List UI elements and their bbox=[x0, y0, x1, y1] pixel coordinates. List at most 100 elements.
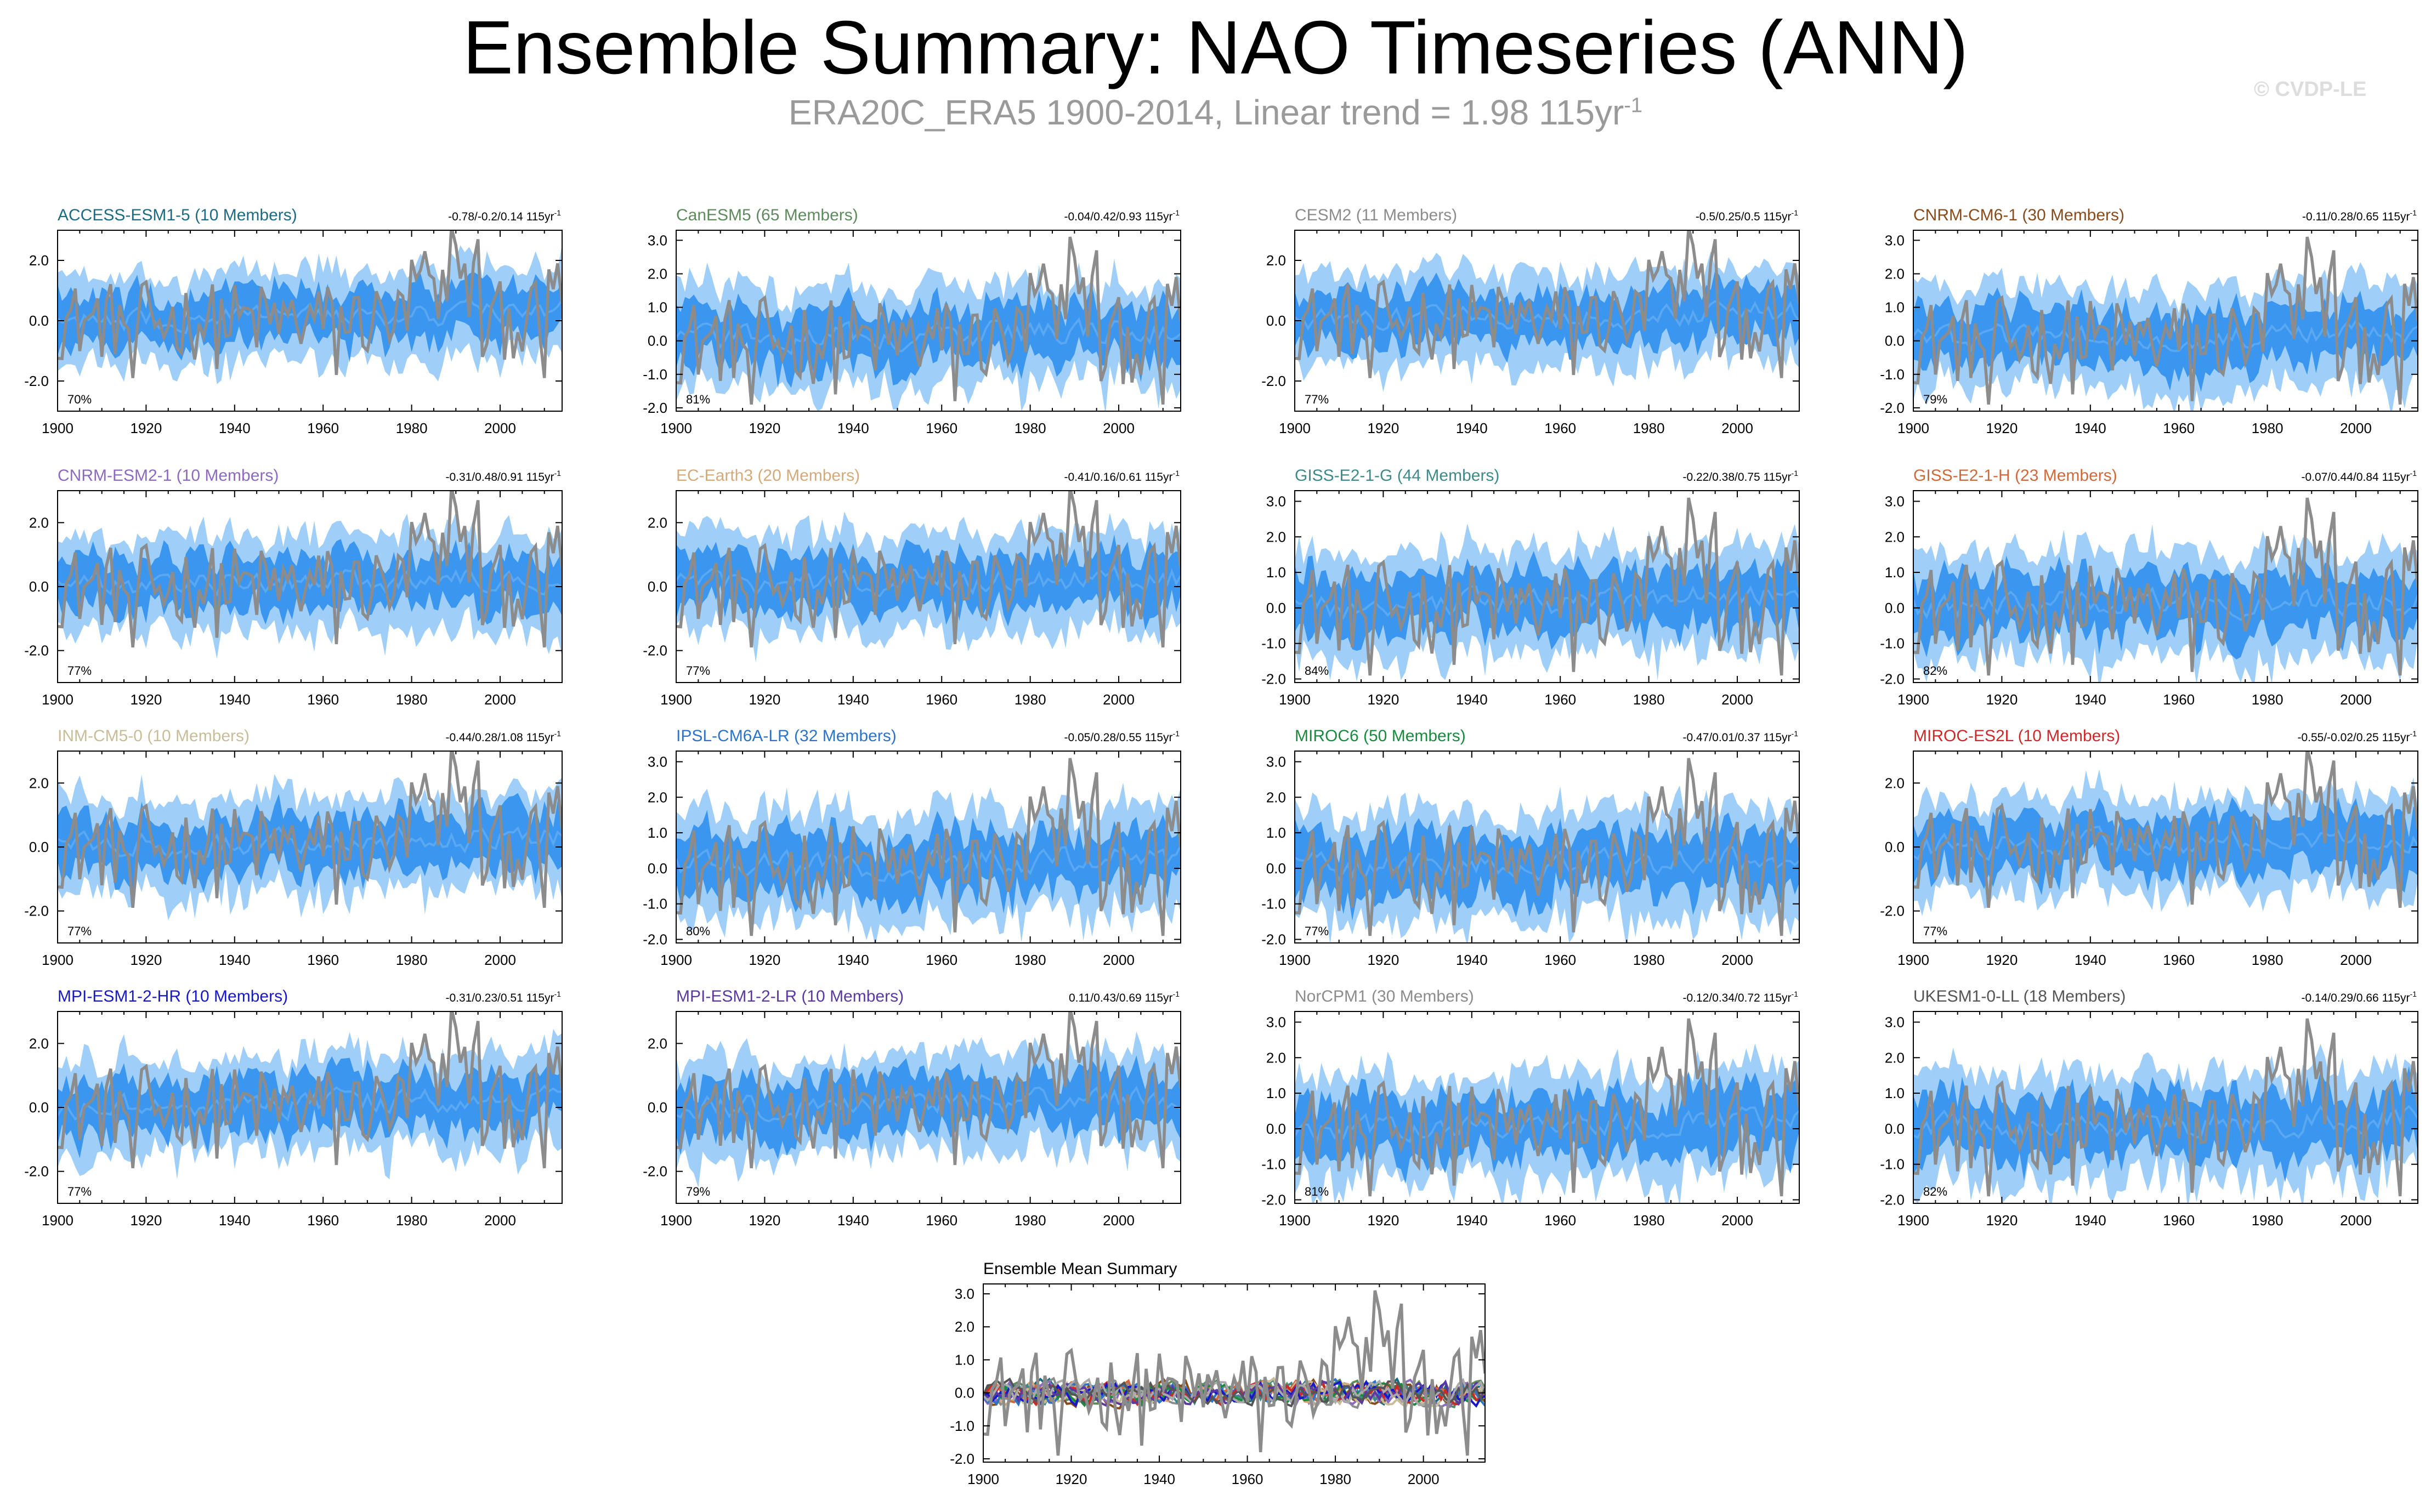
y-tick-label: -2.0 bbox=[643, 931, 667, 948]
y-tick-label: 2.0 bbox=[29, 1035, 49, 1051]
panel-title: INM-CM5-0 (10 Members) bbox=[58, 727, 250, 745]
observed-series-line bbox=[1913, 1018, 2418, 1197]
y-tick-label: 0.0 bbox=[1885, 839, 1905, 855]
page-title: Ensemble Summary: NAO Timeseries (ANN) bbox=[462, 5, 1969, 90]
plot-area bbox=[1913, 1018, 2418, 1203]
plot-area bbox=[983, 1290, 1485, 1456]
x-tick-label: 2000 bbox=[1408, 1471, 1440, 1487]
chart-panel: IPSL-CM6A-LR (32 Members) -0.05/0.28/0.55… bbox=[643, 727, 1181, 968]
x-tick-label: 1900 bbox=[1897, 420, 1929, 436]
x-tick-label: 1940 bbox=[2075, 952, 2106, 968]
x-tick-label: 1980 bbox=[396, 952, 428, 968]
x-tick-label: 2000 bbox=[484, 420, 516, 436]
x-tick-label: 1900 bbox=[1279, 1212, 1311, 1229]
x-tick-label: 1980 bbox=[1319, 1471, 1351, 1487]
chart-panel: EC-Earth3 (20 Members) -0.41/0.16/0.61 11… bbox=[643, 467, 1181, 708]
plot-area bbox=[1913, 497, 2418, 683]
ensemble-mean-series bbox=[983, 1379, 1485, 1408]
panel-title: CNRM-CM6-1 (30 Members) bbox=[1913, 206, 2124, 224]
panel-title: NorCPM1 (30 Members) bbox=[1295, 987, 1474, 1005]
panel-title: Ensemble Mean Summary bbox=[983, 1260, 1177, 1278]
y-tick-label: 0.0 bbox=[1266, 1121, 1286, 1137]
y-tick-label: 1.0 bbox=[648, 825, 667, 841]
x-tick-label: 1940 bbox=[1143, 1471, 1175, 1487]
x-tick-label: 1960 bbox=[1232, 1471, 1263, 1487]
y-tick-label: 0.0 bbox=[29, 578, 49, 595]
plot-area bbox=[676, 236, 1181, 411]
y-tick-label: 2.0 bbox=[648, 514, 667, 531]
x-tick-label: 1940 bbox=[837, 1212, 869, 1229]
x-tick-label: 1940 bbox=[2075, 420, 2106, 436]
x-tick-label: 1920 bbox=[1367, 691, 1399, 708]
y-tick-label: 0.0 bbox=[29, 839, 49, 855]
plot-area bbox=[676, 491, 1181, 663]
x-tick-label: 1900 bbox=[967, 1471, 999, 1487]
x-tick-label: 1960 bbox=[2163, 952, 2195, 968]
plot-frame bbox=[1294, 490, 1800, 683]
percent-label: 79% bbox=[686, 1185, 710, 1198]
trend-label: -0.78/-0.2/0.14 115yr-1 bbox=[448, 208, 561, 223]
x-tick-label: 1980 bbox=[1633, 1212, 1665, 1229]
percent-label: 70% bbox=[67, 393, 92, 406]
y-tick-label: 3.0 bbox=[1266, 753, 1286, 770]
panel-title: CESM2 (11 Members) bbox=[1295, 206, 1457, 224]
observed-series-line bbox=[676, 491, 1181, 648]
x-tick-label: 1920 bbox=[1367, 420, 1399, 436]
percent-label: 82% bbox=[1923, 664, 1947, 678]
y-tick-label: -1.0 bbox=[1261, 635, 1286, 652]
x-tick-label: 1920 bbox=[749, 1212, 780, 1229]
x-tick-label: 1920 bbox=[749, 420, 780, 436]
y-tick-label: 1.0 bbox=[955, 1351, 974, 1368]
chart-panel: CNRM-ESM2-1 (10 Members) -0.31/0.48/0.91 … bbox=[24, 467, 563, 708]
y-tick-label: -2.0 bbox=[1880, 400, 1905, 416]
chart-panel: MPI-ESM1-2-LR (10 Members) 0.11/0.43/0.69… bbox=[643, 987, 1181, 1229]
x-tick-label: 1940 bbox=[837, 952, 869, 968]
x-tick-label: 1920 bbox=[130, 420, 162, 436]
chart-panel: GISS-E2-1-G (44 Members) -0.22/0.38/0.75 … bbox=[1261, 467, 1800, 708]
panel-title: MIROC6 (50 Members) bbox=[1295, 727, 1466, 745]
x-tick-label: 1960 bbox=[307, 1212, 339, 1229]
y-tick-label: 1.0 bbox=[1885, 564, 1905, 581]
x-tick-label: 2000 bbox=[1721, 691, 1753, 708]
observed-series-line bbox=[1913, 497, 2418, 676]
plot-area bbox=[58, 751, 562, 920]
percent-label: 77% bbox=[1305, 393, 1329, 406]
trend-label: -0.05/0.28/0.55 115yr-1 bbox=[1064, 729, 1180, 744]
y-tick-label: -1.0 bbox=[1880, 1156, 1905, 1173]
observed-series-line bbox=[58, 230, 562, 378]
x-tick-label: 1960 bbox=[2163, 691, 2195, 708]
percent-label: 77% bbox=[1305, 924, 1329, 938]
percent-label: 82% bbox=[1923, 1185, 1947, 1198]
y-tick-label: -2.0 bbox=[643, 1163, 667, 1180]
x-tick-label: 1900 bbox=[1897, 952, 1929, 968]
x-tick-label: 2000 bbox=[1103, 1212, 1135, 1229]
plot-area bbox=[1295, 758, 1799, 943]
panel-title: IPSL-CM6A-LR (32 Members) bbox=[676, 727, 897, 745]
plot-frame bbox=[1913, 490, 2418, 683]
x-tick-label: 1980 bbox=[2252, 1212, 2283, 1229]
x-tick-label: 1980 bbox=[1633, 420, 1665, 436]
x-tick-label: 1940 bbox=[1456, 952, 1488, 968]
x-tick-label: 2000 bbox=[1721, 952, 1753, 968]
y-tick-label: 0.0 bbox=[1266, 600, 1286, 616]
y-tick-label: 0.0 bbox=[1885, 333, 1905, 349]
chart-panel: UKESM1-0-LL (18 Members) -0.14/0.29/0.66 … bbox=[1880, 987, 2418, 1229]
x-tick-label: 1900 bbox=[1279, 691, 1311, 708]
ensemble-mean-line bbox=[1913, 319, 2418, 353]
x-tick-label: 1940 bbox=[219, 420, 251, 436]
trend-label: -0.5/0.25/0.5 115yr-1 bbox=[1696, 208, 1798, 223]
plot-frame bbox=[1913, 230, 2418, 412]
x-tick-label: 2000 bbox=[1721, 1212, 1753, 1229]
chart-panel: CanESM5 (65 Members) -0.04/0.42/0.93 115y… bbox=[643, 206, 1181, 436]
x-tick-label: 1900 bbox=[42, 952, 73, 968]
y-tick-label: 2.0 bbox=[1885, 265, 1905, 282]
y-tick-label: -1.0 bbox=[950, 1418, 974, 1434]
ensemble-mean-line bbox=[58, 566, 562, 597]
chart-panel: ACCESS-ESM1-5 (10 Members) -0.78/-0.2/0.1… bbox=[24, 206, 563, 436]
panel-title: CNRM-ESM2-1 (10 Members) bbox=[58, 467, 279, 485]
copyright-label: © CVDP-LE bbox=[2254, 78, 2367, 101]
panel-title: GISS-E2-1-H (23 Members) bbox=[1913, 467, 2117, 485]
plot-area bbox=[1295, 230, 1799, 393]
inner-spread-band bbox=[58, 1056, 562, 1158]
